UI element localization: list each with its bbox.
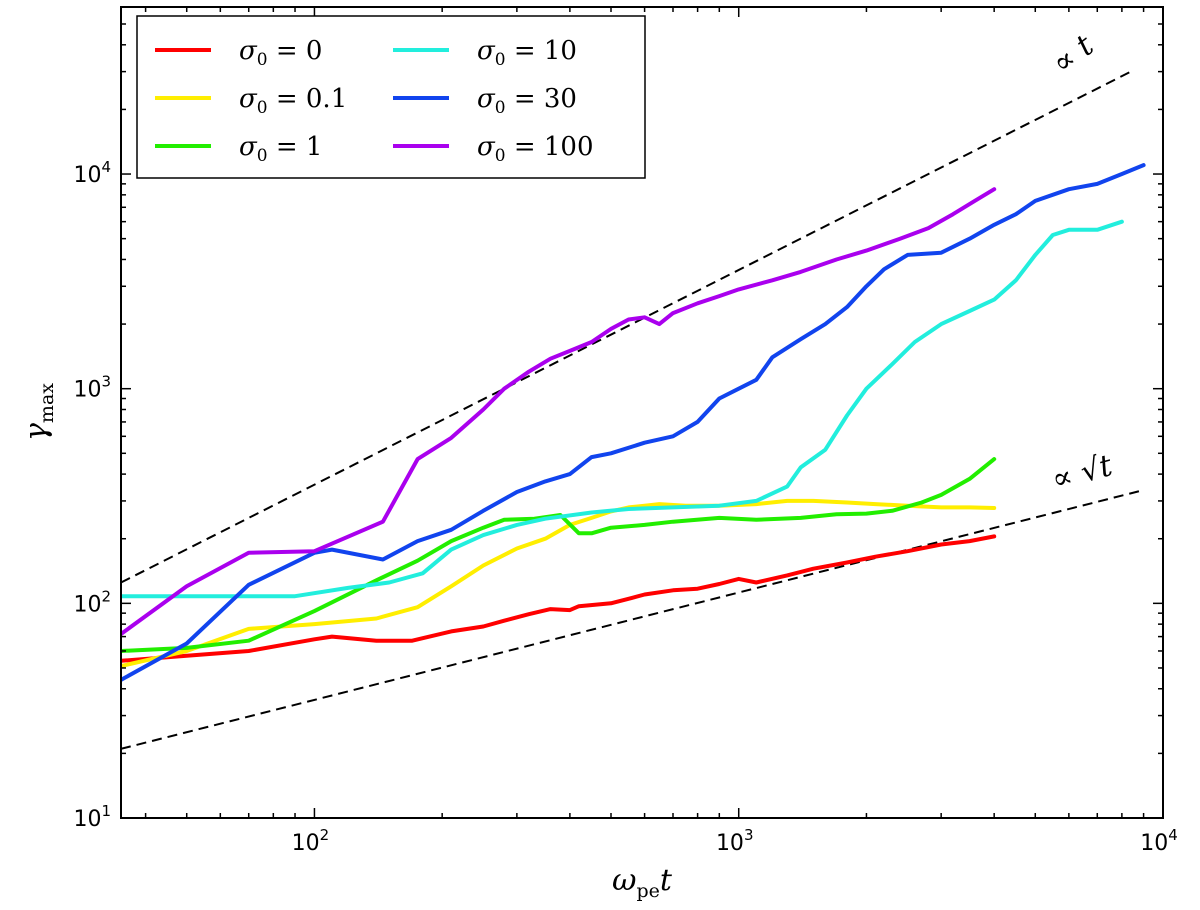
legend-label-4: σ0 = 10 (477, 36, 577, 70)
axes (120, 6, 1164, 819)
axes-frame (120, 6, 1164, 819)
x-tick-label-1: 102 (292, 826, 330, 856)
series-line-1 (121, 534, 997, 663)
legend-label-1: σ0 = 0 (239, 36, 322, 70)
series-line-4 (121, 219, 1124, 599)
series-line-5 (121, 163, 1146, 682)
y-tick-label-3: 103 (73, 373, 111, 403)
y-tick-label-4: 104 (73, 158, 111, 188)
y-tick-label-2: 102 (73, 587, 111, 617)
plot-area (121, 69, 1146, 750)
x-tick-label-2: 103 (716, 826, 754, 856)
legend-label-6: σ0 = 100 (477, 132, 594, 166)
x-tick-label-3: 104 (1140, 826, 1178, 856)
x-axis-label: ωpet (612, 863, 673, 902)
y-tick-label-1: 101 (73, 802, 111, 832)
legend: σ0 = 0 σ0 = 0.1 σ0 = 1 σ0 = 10 σ0 = 30 σ0 = 1… (136, 15, 646, 179)
reference-label-linear: ∝ t (1046, 28, 1101, 82)
series-line-3 (121, 457, 997, 653)
y-axis-label: γmax (19, 383, 58, 441)
series-line-6 (121, 187, 997, 636)
legend-label-5: σ0 = 30 (477, 84, 577, 118)
axis-labels: ∝ t ∝ √t 102 103 104 101 102 103 104 ωpet γmax (19, 28, 1178, 902)
legend-box (136, 15, 646, 179)
reference-label-sqrt: ∝ √t (1048, 448, 1117, 498)
legend-label-2: σ0 = 0.1 (239, 84, 347, 118)
reference-line-1 (121, 69, 1134, 584)
reference-line-2 (121, 489, 1144, 750)
legend-label-3: σ0 = 1 (239, 132, 322, 166)
